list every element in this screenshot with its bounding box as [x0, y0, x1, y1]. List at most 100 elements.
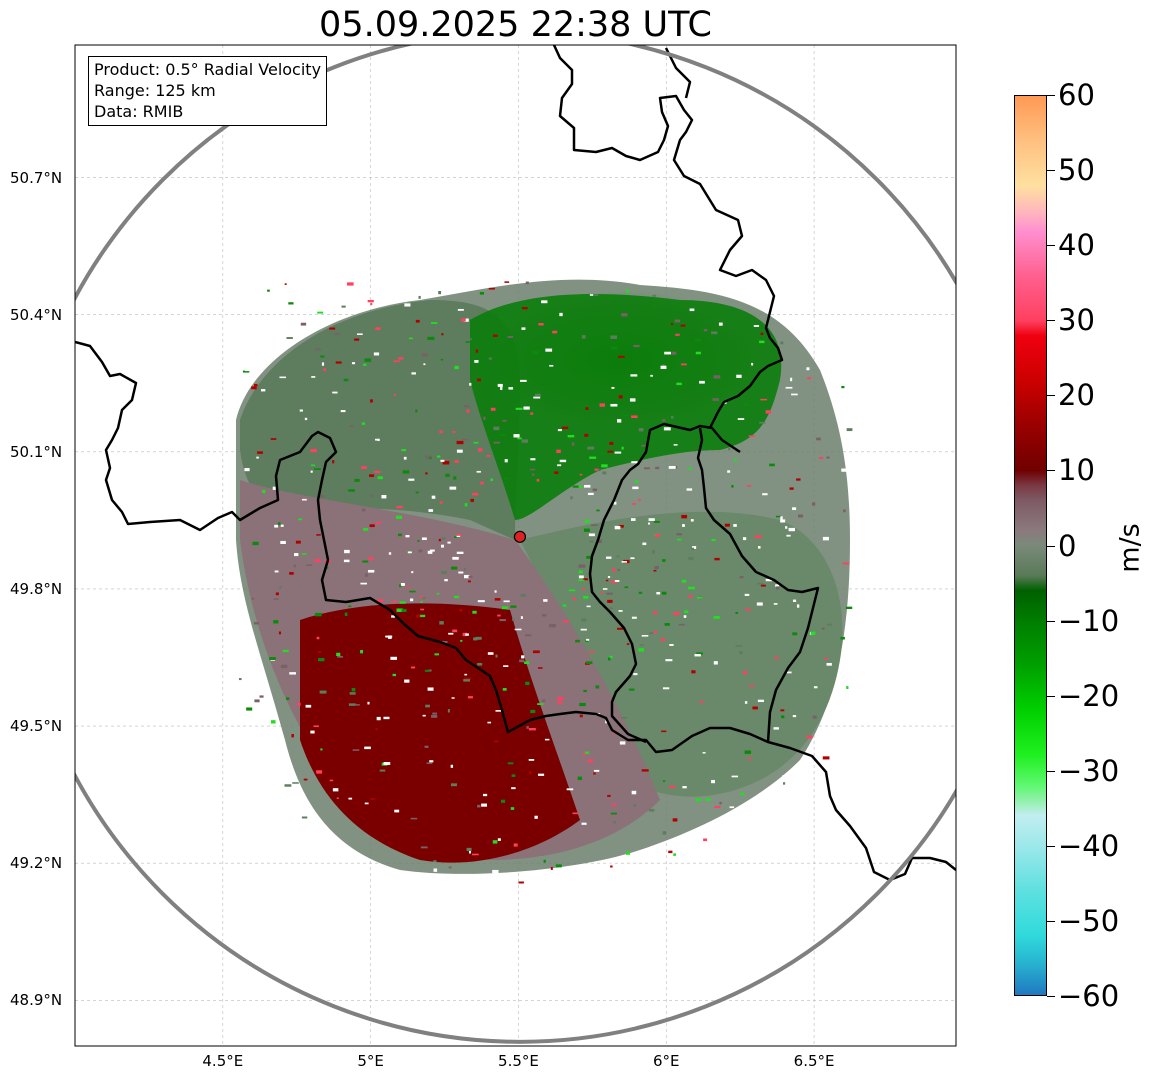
echo-speckle	[662, 780, 666, 782]
echo-speckle	[686, 488, 693, 491]
echo-speckle	[680, 363, 687, 366]
echo-speckle	[434, 653, 439, 656]
echo-speckle	[607, 863, 614, 866]
echo-speckle	[596, 539, 602, 543]
echo-speckle	[673, 444, 678, 446]
colorbar-tick	[1047, 470, 1055, 472]
echo-speckle	[592, 294, 599, 296]
echo-speckle	[299, 409, 303, 412]
echo-speckle	[427, 550, 433, 554]
echo-speckle	[431, 322, 438, 324]
echo-speckle	[364, 746, 371, 750]
echo-speckle	[572, 597, 576, 601]
echo-speckle	[705, 798, 711, 801]
echo-speckle	[492, 869, 499, 874]
echo-speckle	[480, 481, 484, 485]
echo-speckle	[253, 622, 259, 625]
echo-speckle	[849, 446, 853, 449]
echo-speckle	[438, 538, 441, 542]
echo-speckle	[534, 390, 540, 393]
echo-speckle	[583, 689, 587, 693]
echo-speckle	[521, 327, 526, 330]
echo-speckle	[441, 333, 444, 336]
echo-speckle	[806, 735, 813, 739]
echo-speckle	[507, 336, 514, 338]
echo-speckle	[582, 588, 585, 591]
echo-speckle	[439, 501, 443, 504]
echo-speckle	[545, 348, 553, 352]
echo-speckle	[320, 748, 323, 751]
echo-speckle	[477, 600, 485, 603]
colorbar-tick-label: −50	[1058, 903, 1120, 938]
echo-speckle	[542, 614, 547, 617]
echo-speckle	[453, 476, 457, 480]
echo-speckle	[423, 363, 426, 366]
echo-speckle	[267, 717, 271, 721]
echo-speckle	[611, 346, 618, 350]
echo-speckle	[425, 455, 431, 459]
echo-speckle	[579, 714, 583, 718]
echo-speckle	[272, 486, 277, 490]
echo-speckle	[418, 295, 421, 299]
echo-speckle	[537, 667, 543, 669]
echo-speckle	[441, 537, 446, 540]
echo-speckle	[244, 468, 250, 472]
echo-speckle	[483, 416, 486, 421]
echo-speckle	[520, 593, 526, 597]
echo-speckle	[461, 318, 466, 322]
echo-speckle	[591, 524, 598, 526]
echo-speckle	[572, 812, 579, 815]
echo-speckle	[584, 751, 590, 754]
echo-speckle	[626, 643, 630, 645]
echo-speckle	[456, 449, 463, 453]
echo-speckle	[541, 699, 546, 703]
echo-speckle	[440, 459, 445, 462]
echo-speckle	[364, 573, 369, 577]
echo-speckle	[654, 566, 660, 570]
echo-speckle	[432, 712, 438, 715]
echo-speckle	[632, 503, 637, 505]
echo-speckle	[664, 351, 671, 355]
echo-speckle	[724, 523, 730, 527]
echo-speckle	[773, 727, 779, 730]
echo-speckle	[396, 608, 404, 612]
echo-speckle	[252, 541, 259, 546]
colorbar-tick	[1047, 545, 1055, 547]
echo-speckle	[367, 701, 370, 705]
echo-speckle	[729, 806, 735, 809]
echo-speckle	[744, 701, 748, 704]
echo-speckle	[477, 804, 481, 808]
echo-speckle	[259, 695, 264, 698]
echo-speckle	[310, 730, 315, 734]
echo-speckle	[595, 685, 600, 689]
echo-speckle	[487, 721, 492, 724]
echo-speckle	[469, 338, 472, 340]
echo-speckle	[284, 283, 287, 285]
echo-speckle	[441, 544, 444, 548]
echo-speckle	[661, 730, 667, 733]
echo-speckle	[581, 335, 586, 339]
echo-speckle	[429, 549, 435, 552]
echo-speckle	[680, 324, 686, 327]
echo-speckle	[798, 514, 804, 518]
echo-speckle	[295, 540, 301, 544]
echo-speckle	[580, 628, 587, 631]
echo-speckle	[471, 853, 479, 856]
echo-speckle	[653, 305, 658, 307]
echo-speckle	[422, 597, 426, 600]
echo-speckle	[695, 351, 701, 355]
echo-speckle	[607, 794, 611, 797]
echo-speckle	[399, 601, 406, 604]
echo-speckle	[504, 281, 510, 283]
echo-speckle	[515, 407, 523, 410]
echo-speckle	[719, 801, 722, 805]
echo-speckle	[472, 492, 479, 496]
echo-speckle	[718, 322, 723, 326]
echo-speckle	[441, 641, 448, 644]
echo-speckle	[348, 489, 355, 492]
echo-speckle	[756, 602, 763, 606]
echo-speckle	[481, 803, 488, 807]
echo-speckle	[524, 661, 530, 665]
echo-speckle	[425, 704, 430, 708]
colorbar-tick	[1047, 320, 1055, 322]
